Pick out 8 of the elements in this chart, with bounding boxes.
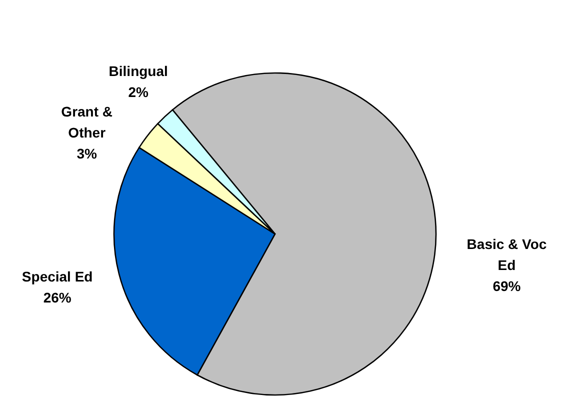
slice-label: Special Ed — [22, 268, 93, 285]
slice-label: Grant & Other — [61, 103, 113, 140]
data-label: 3% — [76, 145, 98, 162]
data-label: 26% — [43, 290, 72, 306]
slice-label: Bilingual — [108, 62, 168, 79]
data-label: 69% — [492, 278, 522, 294]
data-label: 2% — [128, 84, 150, 100]
slice-label: Basic & Voc Ed — [466, 236, 547, 273]
